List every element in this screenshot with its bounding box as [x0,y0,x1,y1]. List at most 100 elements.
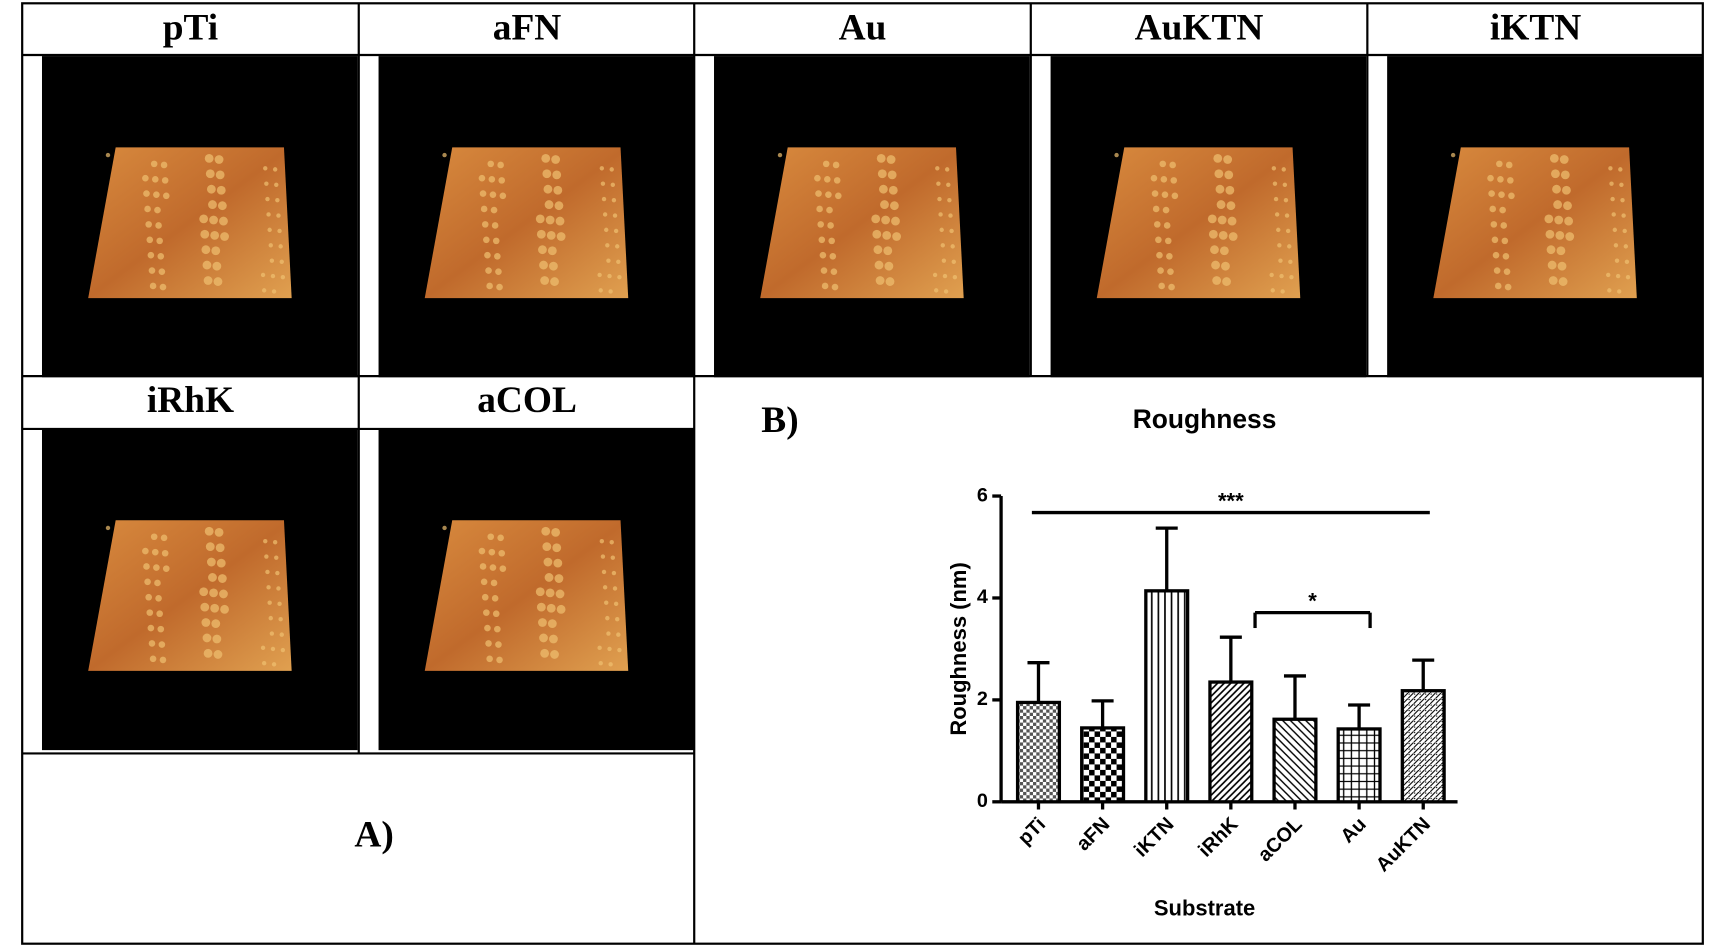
afm-grain [1163,222,1171,229]
afm-grain [217,574,227,583]
afm-grain [442,525,447,531]
afm-grain [550,650,559,659]
afm-grain [1277,243,1282,248]
afm-grain [1223,155,1233,164]
afm-grain [824,175,831,183]
afm-grain [1544,214,1554,224]
afm-grain [832,161,840,169]
afm-grain [261,288,267,293]
afm-grain [938,212,943,217]
afm-grain [952,274,958,280]
afm-grain [552,543,562,553]
afm-grain [826,206,833,214]
afm-grain [891,216,900,226]
afm-grain [208,200,217,209]
afm-grain [1562,185,1571,195]
afm-grain [777,152,783,158]
afm-grain [1625,274,1631,280]
afm-grain [1624,259,1630,264]
afm-grain [827,222,834,229]
afm-grain [209,588,218,598]
afm-grain [146,609,154,616]
afm-grain [1557,261,1567,271]
afm-grain [1553,200,1563,209]
afm-grain [886,155,896,164]
afm-grain [1212,276,1222,285]
afm-grain [202,260,212,270]
afm-grain [880,200,889,209]
afm-grain [1565,232,1575,241]
afm-grain [211,246,221,256]
afm-grain [871,214,881,224]
afm-grain [554,201,564,211]
afm-grain [835,192,842,200]
afm-grain [1498,191,1505,198]
afm-grain [885,277,895,286]
afm-grain [277,601,282,607]
afm-grain [1171,192,1179,200]
afm-grain [1269,272,1274,278]
afm-grain [609,167,614,172]
afm-grain [261,661,267,666]
afm-grain [489,191,497,198]
afm-grain [499,192,507,200]
afm-grain [495,641,502,648]
afm-grain [936,181,941,186]
afm-grain [1499,206,1506,214]
afm-grain [545,215,555,225]
afm-grain [1226,201,1236,211]
afm-grain [260,272,266,278]
afm-grain [1556,246,1566,256]
afm-grain [1622,228,1627,234]
afm-grain [613,601,619,607]
afm-grain [1623,244,1629,249]
image-title: AuKTN [1135,7,1264,48]
afm-grain [613,228,619,234]
bar [1400,689,1446,804]
afm-grain [553,558,563,568]
afm-surface [88,520,292,671]
bar [1336,727,1382,804]
afm-grain [944,167,950,172]
afm-grain [1283,197,1289,203]
afm-grain [949,228,954,234]
afm-grain [161,177,169,184]
afm-grain [484,624,491,632]
afm-grain [598,661,603,666]
afm-surface [760,147,964,299]
afm-grain [217,201,227,211]
afm-grain [612,586,618,591]
afm-grain [1502,252,1510,260]
afm-grain [159,656,167,664]
afm-grain [608,662,613,667]
afm-grain [210,603,220,613]
afm-grain [556,232,566,241]
afm-grain [274,555,279,560]
afm-grain [487,160,495,168]
afm-grain [549,261,558,271]
afm-grain [212,634,222,644]
afm-grain [264,181,269,186]
afm-grain [264,554,269,559]
afm-grain [266,585,271,590]
afm-grain [831,283,839,291]
afm-grain [486,655,493,663]
afm-grain [481,221,489,228]
afm-grain [830,268,838,275]
afm-grain [154,579,161,587]
afm-grain [942,273,948,279]
afm-grain [1504,283,1512,291]
afm-grain [1228,232,1238,241]
afm-grain [276,586,281,591]
afm-grain [279,259,284,264]
afm-grain [157,252,165,260]
afm-grain [497,534,504,542]
afm-grain [815,190,822,197]
bar [1208,680,1254,804]
afm-grain [1615,273,1621,279]
afm-grain [1153,221,1161,228]
afm-grain [199,214,209,224]
afm-grain [818,236,826,244]
afm-grain [279,632,284,637]
afm-surface [1096,147,1301,299]
